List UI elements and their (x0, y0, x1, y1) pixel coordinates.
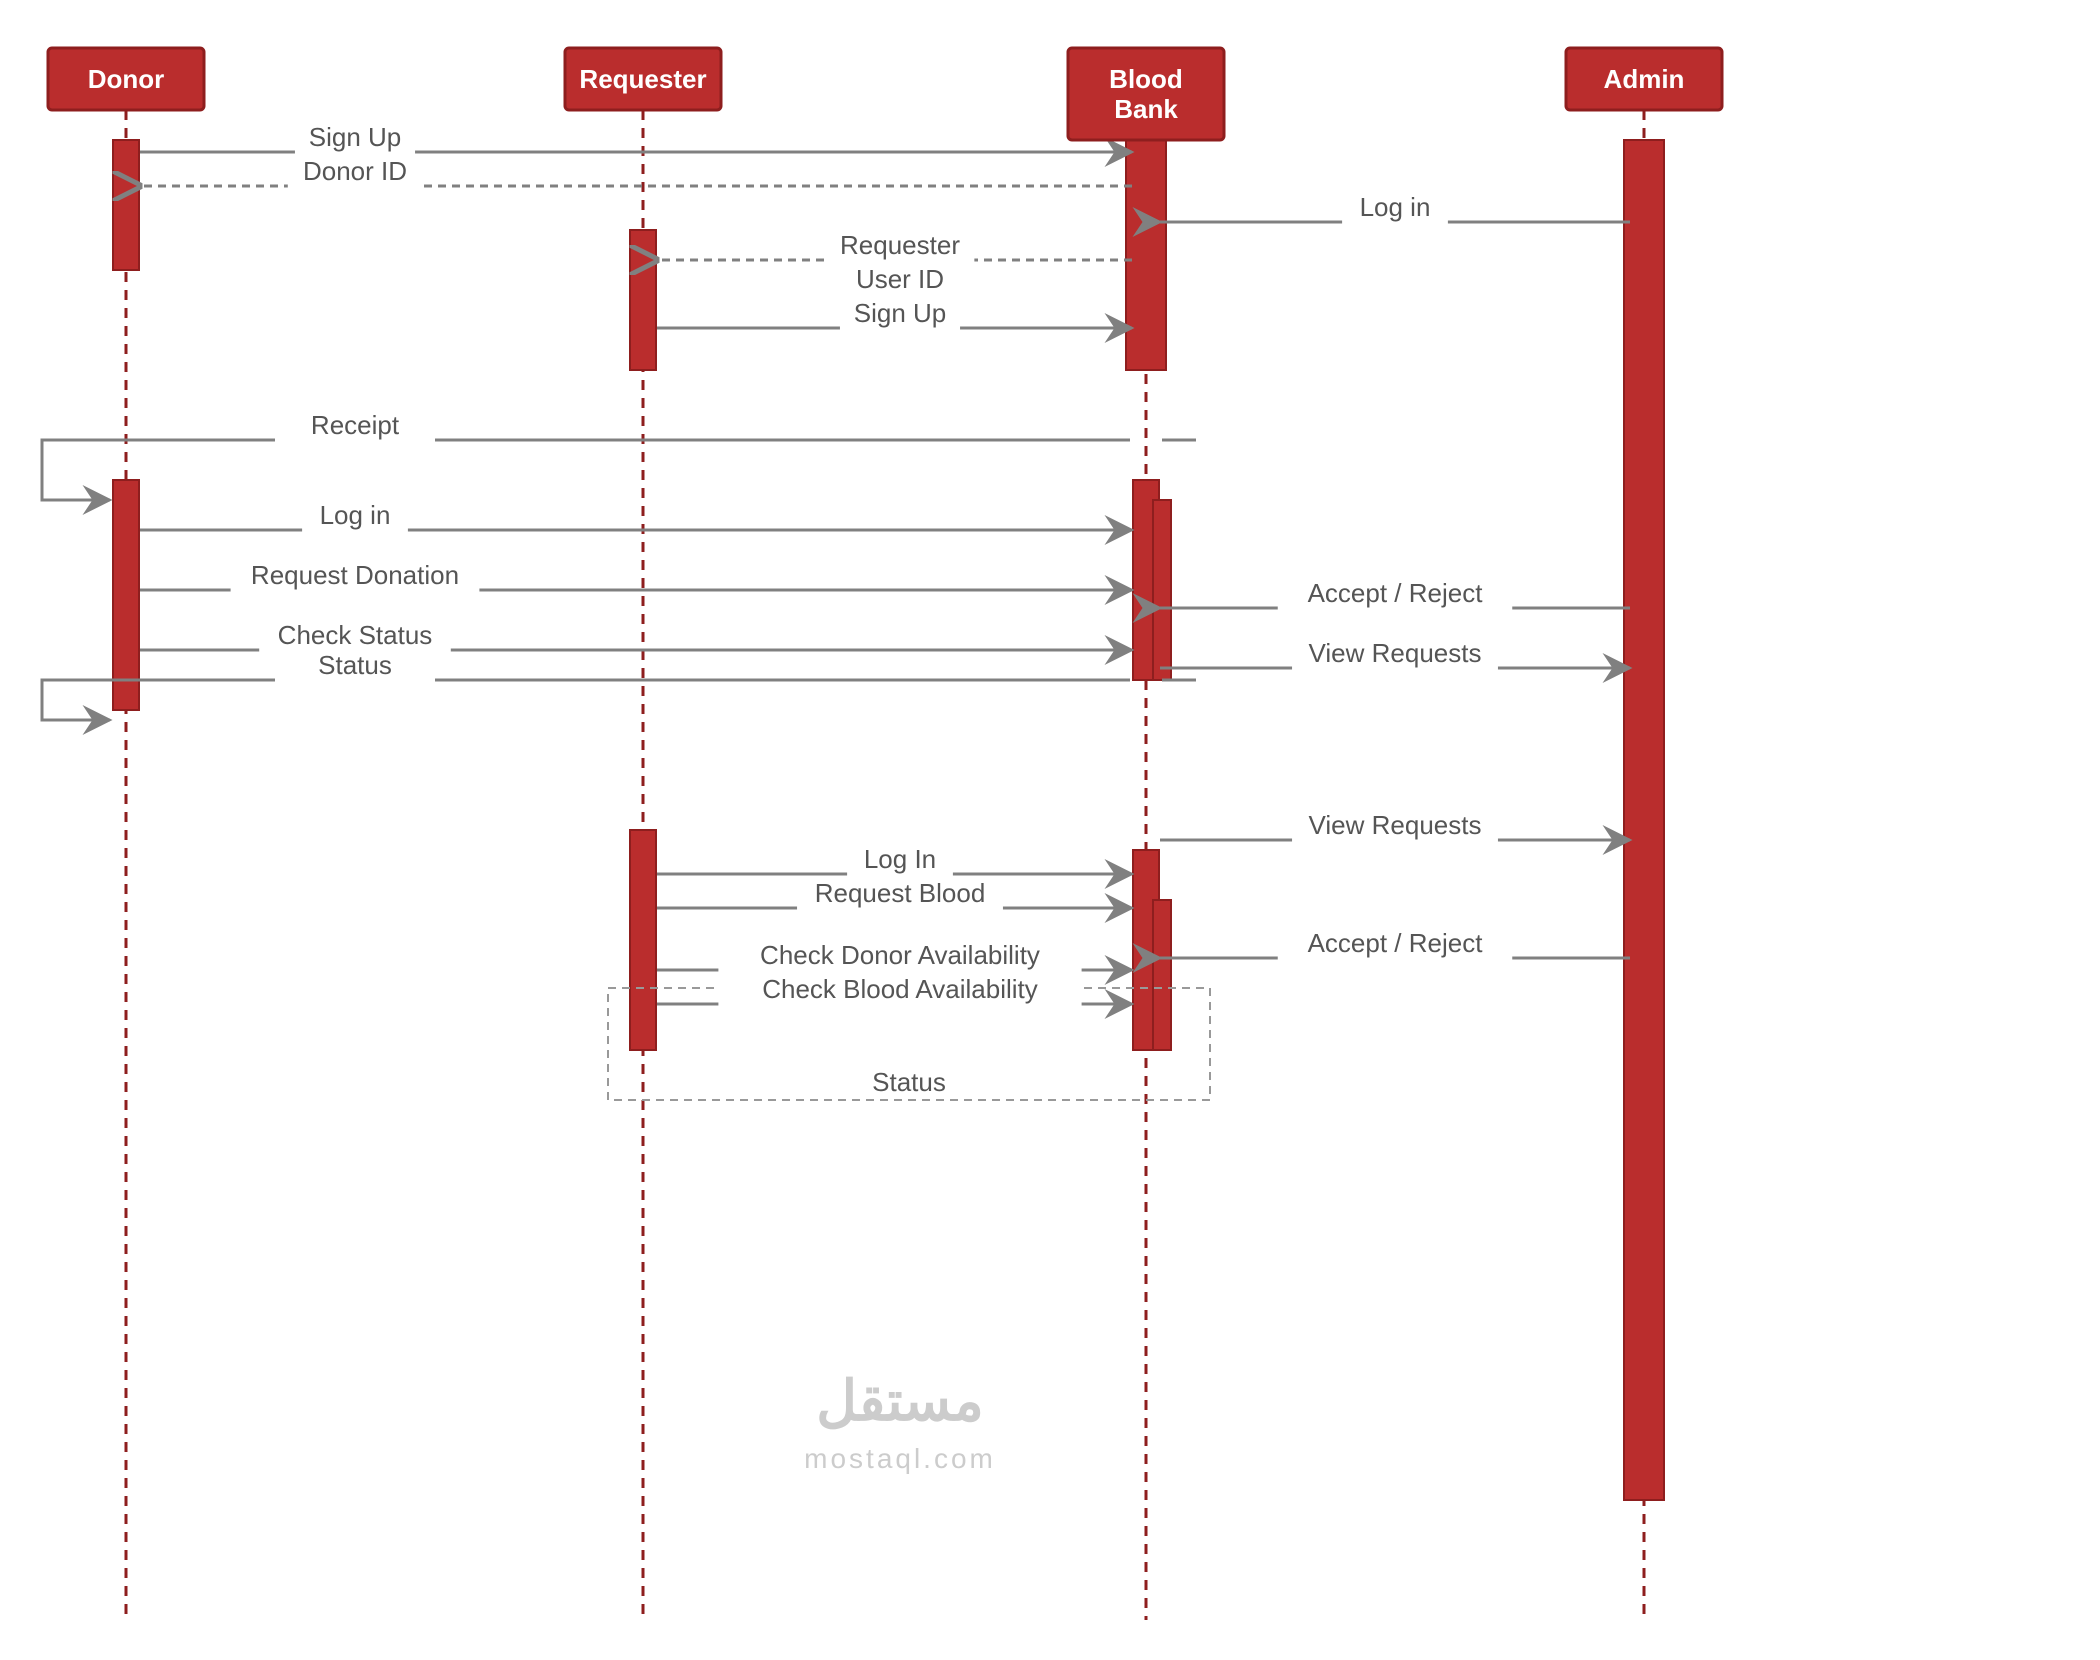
message-routed (42, 680, 1130, 720)
activation-donor (113, 140, 139, 270)
message-label: Receipt (311, 410, 400, 440)
message-label: View Requests (1309, 810, 1482, 840)
message-label: Log In (864, 844, 936, 874)
message-label: Status (318, 650, 392, 680)
watermark-logo: مستقل (816, 1369, 984, 1432)
message-label: Sign Up (854, 298, 947, 328)
activation-bloodbank (1153, 900, 1171, 1050)
actor-label-admin: Admin (1604, 64, 1685, 94)
message-label: Accept / Reject (1308, 578, 1484, 608)
watermark-url: mostaql.com (804, 1443, 996, 1474)
message-label: Sign Up (309, 122, 402, 152)
actor-label-requester: Requester (579, 64, 706, 94)
message-label: Accept / Reject (1308, 928, 1484, 958)
actor-label-bloodbank: Bank (1114, 94, 1178, 124)
message-label: Request Donation (251, 560, 459, 590)
activation-requester (630, 830, 656, 1050)
activation-admin (1624, 140, 1664, 1500)
activation-bloodbank (1153, 500, 1171, 680)
activation-donor (113, 480, 139, 710)
message-label: Request Blood (815, 878, 986, 908)
message-label: Log in (1360, 192, 1431, 222)
message-label: Requester (840, 230, 960, 260)
message-label: Check Blood Availability (762, 974, 1038, 1004)
message-label: View Requests (1309, 638, 1482, 668)
sequence-diagram: Status Sign Up Donor ID Log in Requester User… (0, 0, 2100, 1660)
message-label: User ID (856, 264, 944, 294)
message-routed (42, 440, 1130, 500)
message-label: Check Donor Availability (760, 940, 1040, 970)
message-label: Check Status (278, 620, 433, 650)
actor-label-donor: Donor (88, 64, 165, 94)
message-label: Log in (320, 500, 391, 530)
activation-requester (630, 230, 656, 370)
actor-label-bloodbank: Blood (1109, 64, 1183, 94)
fragment-label: Status (872, 1067, 946, 1097)
activation-bloodbank (1126, 140, 1166, 370)
message-label: Donor ID (303, 156, 407, 186)
